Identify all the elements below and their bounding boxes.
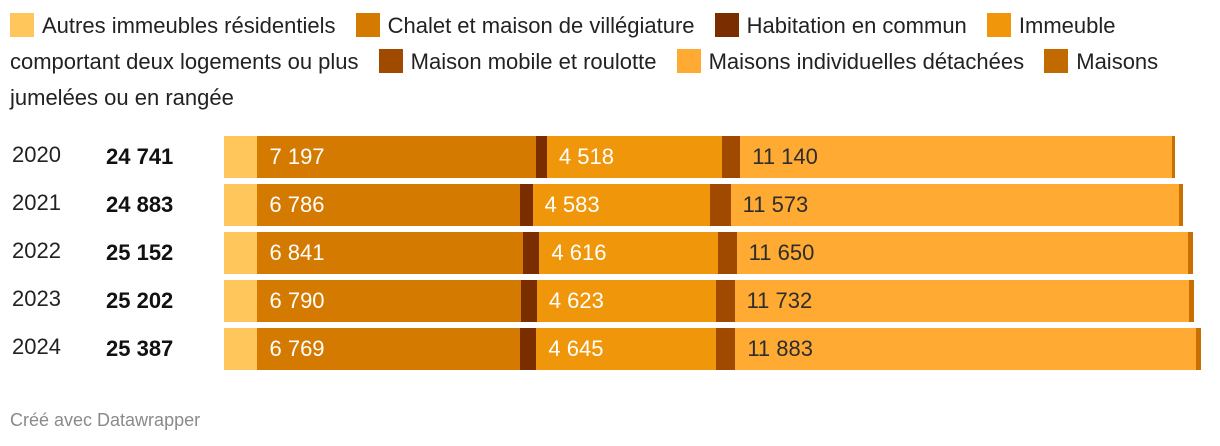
legend-swatch <box>676 49 701 73</box>
data-label: 6 769 <box>269 336 325 361</box>
bar-row: 2021 24 883 6 786 4 583 11 573 <box>0 184 1220 226</box>
bar-segment[interactable] <box>257 232 523 274</box>
legend-swatch <box>986 13 1011 37</box>
legend-swatch <box>1044 49 1069 73</box>
data-label: 11 573 <box>742 192 809 217</box>
bar-segment[interactable] <box>522 232 540 274</box>
bar-segment[interactable] <box>546 136 723 178</box>
year-label: 2022 <box>12 238 61 263</box>
bar-segment[interactable] <box>224 280 258 322</box>
year-label: 2023 <box>12 286 61 311</box>
legend-label: Maisons jumelées ou en rangée <box>10 49 1159 110</box>
bar-row: 2023 25 202 6 790 4 623 11 732 <box>0 280 1220 322</box>
bar-segment[interactable] <box>736 232 1189 274</box>
year-label: 2020 <box>12 142 61 167</box>
total-label: 24 883 <box>106 192 174 217</box>
bar-segment[interactable] <box>224 232 258 274</box>
bar-segment[interactable] <box>1172 136 1176 178</box>
bar-segment[interactable] <box>718 232 737 274</box>
total-label: 25 387 <box>106 336 174 361</box>
bar-segment[interactable] <box>257 136 537 178</box>
bar-row: 2020 24 741 7 197 4 518 11 140 <box>0 136 1220 178</box>
bar-segment[interactable] <box>735 328 1196 370</box>
total-label: 24 741 <box>106 144 174 169</box>
data-label: 7 197 <box>269 144 325 169</box>
legend-item: Maisons jumelées ou en rangée <box>10 49 1158 110</box>
data-label: 11 140 <box>752 144 818 169</box>
bar-segment[interactable] <box>539 232 719 274</box>
bar-segment[interactable] <box>224 136 258 178</box>
total-label: 25 202 <box>106 288 174 313</box>
legend-item: Habitation en commun <box>714 13 967 38</box>
bar-segment[interactable] <box>519 328 537 370</box>
data-label: 4 583 <box>544 192 600 217</box>
legend-label: Autres immeubles résidentiels <box>42 13 336 38</box>
legend-label: Maison mobile et roulotte <box>410 49 657 74</box>
total-label: 25 152 <box>106 240 174 265</box>
bar-segment[interactable] <box>257 280 521 322</box>
bar-segment[interactable] <box>730 184 1180 226</box>
legend-item: Maison mobile et roulotte <box>378 49 657 74</box>
bar-segment[interactable] <box>224 328 258 370</box>
bar-segment[interactable] <box>257 328 520 370</box>
bar-segment[interactable] <box>536 136 547 178</box>
year-label: 2021 <box>12 190 61 215</box>
bar-segment[interactable] <box>520 280 537 322</box>
legend-swatch <box>714 13 739 37</box>
legend-swatch <box>10 13 34 37</box>
bar-segment[interactable] <box>532 184 711 226</box>
data-label: 4 645 <box>548 336 604 361</box>
bar-segment[interactable] <box>536 280 716 322</box>
legend-label: Maisons individuelles détachées <box>708 49 1025 74</box>
bar-segment[interactable] <box>257 184 521 226</box>
data-label: 11 883 <box>747 336 813 361</box>
legend-item: Maisons individuelles détachées <box>676 49 1025 74</box>
bar-segment[interactable] <box>536 328 717 370</box>
credit-footer[interactable]: Créé avec Datawrapper <box>10 410 201 430</box>
data-label: 4 616 <box>551 240 607 265</box>
legend-swatch <box>355 13 380 37</box>
legend-label: Chalet et maison de villégiature <box>387 13 695 38</box>
data-label: 6 790 <box>269 288 325 313</box>
bar-row: 2024 25 387 6 769 4 645 11 883 <box>0 328 1220 370</box>
year-label: 2024 <box>12 334 61 359</box>
data-label: 6 786 <box>269 192 325 217</box>
bar-segment[interactable] <box>716 280 735 322</box>
bar-segment[interactable] <box>224 184 258 226</box>
legend-item: Chalet et maison de villégiature <box>355 13 695 38</box>
chart-legend: Autres immeubles résidentiels Chalet et … <box>10 8 1210 116</box>
bar-segment[interactable] <box>520 184 533 226</box>
data-label: 4 623 <box>548 288 604 313</box>
bar-segment[interactable] <box>716 328 736 370</box>
data-label: 4 518 <box>558 144 614 169</box>
legend-item: Autres immeubles résidentiels <box>10 13 335 38</box>
bar-segment[interactable] <box>734 280 1190 322</box>
data-label: 11 650 <box>748 240 815 265</box>
bar-segment[interactable] <box>710 184 731 226</box>
bar-segment[interactable] <box>740 136 1173 178</box>
data-label: 6 841 <box>269 240 325 265</box>
bar-segment[interactable] <box>1195 328 1201 370</box>
legend-label: Immeuble comportant deux logements ou pl… <box>10 13 1116 74</box>
bar-segment[interactable] <box>1189 280 1194 322</box>
bar-segment[interactable] <box>722 136 741 178</box>
legend-item: Immeuble comportant deux logements ou pl… <box>10 13 1116 74</box>
legend-swatch <box>378 49 403 73</box>
data-label: 11 732 <box>746 288 813 313</box>
bar-segment[interactable] <box>1179 184 1183 226</box>
bar-segment[interactable] <box>1188 232 1194 274</box>
legend-label: Habitation en commun <box>746 13 967 38</box>
bar-row: 2022 25 152 6 841 4 616 11 650 <box>0 232 1220 274</box>
